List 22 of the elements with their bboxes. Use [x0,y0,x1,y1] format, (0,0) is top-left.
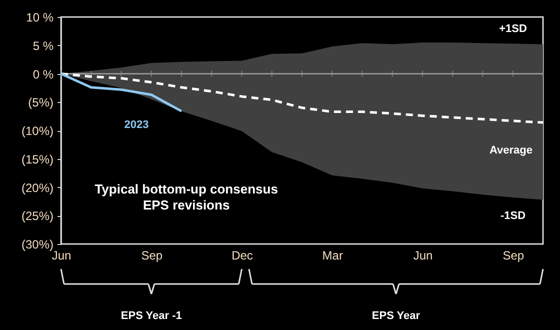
y-tick-label: (10%) [21,124,54,138]
y-tick-label: (30%) [21,238,54,252]
x-tick-label: Sep [502,248,524,262]
y-tick-label: (15%) [21,152,54,166]
y-tick-label: 5 % [32,38,54,53]
annotation: Typical bottom-up consensus EPS revisions [94,182,278,213]
text: EPS Year [372,310,421,322]
y-tick-label: (5%) [28,96,54,110]
x-tick-label: Jun [52,248,72,262]
text: Average [489,144,533,157]
x-tick-label: Dec [232,248,253,262]
y-tick-label: 0 % [32,67,54,82]
y-tick-label: 10 % [26,10,54,24]
annotation: -1SD [500,210,526,222]
y-tick-label: (20%) [21,180,54,195]
x-tick-label: Jun [413,248,433,262]
text: EPS Year -1 [120,310,182,322]
annotation: +1SD [499,23,527,35]
y-tick-label: (25%) [21,209,54,224]
x-tick-label: Sep [141,248,163,262]
x-tick-label: Mar [322,248,343,262]
text: 2023 [124,119,149,132]
